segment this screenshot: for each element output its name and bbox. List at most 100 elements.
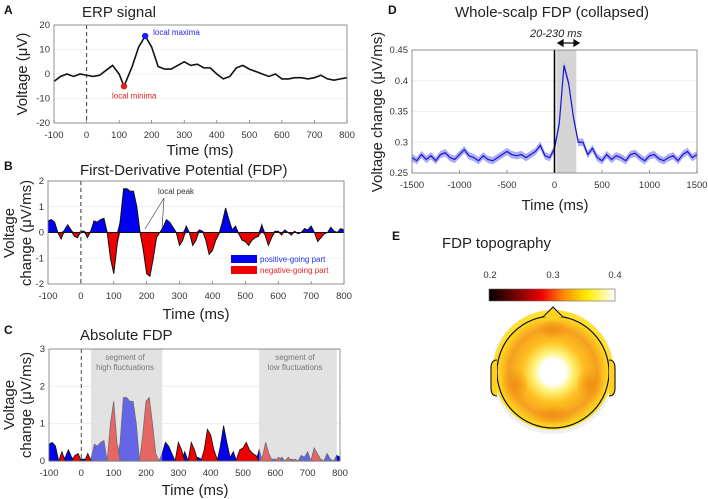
x-tick-label: 600 [267,468,283,479]
y-tick-label: 0 [40,456,45,467]
x-tick-label: 800 [336,291,352,302]
y-tick-label: -1 [36,253,44,264]
time-window-arrow [556,38,581,48]
plot-frame [411,49,698,174]
y-tick-label: 1 [40,419,45,430]
x-tick-label: 100 [111,130,127,141]
x-tick-label: 500 [241,130,257,141]
panel-b-title: First-Derivative Potential (FDP) [80,162,288,179]
x-tick-label: 400 [209,130,225,141]
y-tick-label: 2 [40,381,45,392]
panel-a-ylabel: Voltage (μV) [14,33,31,116]
legend-label-positive: positive-going part [260,255,326,264]
x-tick-label: 0 [84,130,89,141]
panel-b-xlabel: Time (ms) [163,306,230,323]
panel-label-c: C [4,323,13,337]
x-tick-label: 500 [594,180,610,191]
x-tick-label: 300 [172,291,188,302]
x-tick-label: 200 [139,291,155,302]
y-tick-label: -2 [36,279,44,290]
panel-d-xlabel: Time (ms) [522,197,589,214]
y-tick-label: -20 [36,118,50,129]
y-tick-label: -10 [36,94,50,105]
segment-low-line1: segment of [275,353,315,362]
y-tick-label: 0.25 [390,168,409,179]
panel-a-xlabel: Time (ms) [167,142,234,159]
y-tick-label: 0.4 [395,76,408,87]
x-tick-label: 1000 [639,180,660,191]
x-tick-label: 700 [303,291,319,302]
x-tick-label: 100 [106,468,122,479]
x-tick-label: -100 [44,130,63,141]
panel-b-legend: positive-going part negative-going part [231,255,329,275]
panel-label-b: B [4,159,13,173]
x-tick-label: 0 [78,291,83,302]
panel-d-title: Whole-scalp FDP (collapsed) [455,4,649,21]
local-minima-label: local minima [112,91,157,100]
y-tick-label: 0 [45,69,50,80]
x-tick-label: 500 [237,291,253,302]
x-tick-label: 200 [144,130,160,141]
panel-label-a: A [4,3,13,17]
x-tick-label: 300 [170,468,186,479]
erp-line [53,34,348,89]
panel-a-title: ERP signal [82,4,156,21]
plot-frame [48,348,341,462]
x-tick-label: 700 [307,130,323,141]
segment-high-line2: high fluctuations [96,363,154,372]
panel-d-plot: 0.25 0.3 0.35 0.4 0.45 -1500 -1000 -500 0 500 1000… [390,45,708,191]
x-tick-label: 400 [205,291,221,302]
panel-b-ylabel-2: change (μV/ms) [18,180,35,286]
panel-label-d: D [388,3,397,17]
panel-e-title: FDP topography [442,235,551,252]
legend-swatch-negative [231,266,257,274]
time-window-label: 20-230 ms [529,28,582,40]
x-tick-label: 0 [552,180,557,191]
x-tick-label: 500 [235,468,251,479]
y-tick-label: 0.35 [390,107,409,118]
local-peak-label: local peak [158,187,195,196]
y-tick-label: 2 [39,176,44,187]
segment-overlay [259,349,337,461]
x-tick-label: -1500 [400,180,424,191]
x-tick-label: -100 [38,291,57,302]
panel-c-xlabel: Time (ms) [162,482,229,499]
x-tick-label: 600 [270,291,286,302]
panel-b-plot: -2 -1 0 1 2 -100 0 100 200 300 400 500 600 700 800 [36,176,352,302]
panel-c-ylabel-2: change (μV/ms) [18,352,35,458]
x-tick-label: -500 [497,180,516,191]
colorbar-tick-0.4: 0.4 [608,270,621,281]
head-topography [490,306,616,434]
panel-label-e: E [392,229,400,243]
legend-swatch-positive [231,255,257,263]
legend-label-negative: negative-going part [260,266,329,275]
plot-frame [47,180,345,285]
y-tick-label: 20 [39,20,50,31]
x-tick-label: 700 [300,468,316,479]
y-tick-label: 3 [40,344,45,355]
y-tick-label: 10 [39,45,50,56]
positive-going-area [48,188,344,233]
panel-d-ylabel: Voltage change (μV/ms) [369,32,386,192]
segment-overlay [91,349,163,461]
y-tick-label: 0.45 [390,45,409,56]
panel-c-ylabel-1: Voltage [1,380,18,430]
panel-b-ylabel-1: Voltage [1,208,18,258]
fdp-line [47,188,345,278]
x-tick-label: 400 [203,468,219,479]
y-tick-label: 1 [39,202,44,213]
colorbar: 0.2 0.3 0.4 [483,270,622,302]
segment-shade [259,349,337,461]
x-tick-label: 800 [332,468,348,479]
plot-frame [53,24,348,124]
y-tick-label: 0.3 [395,137,408,148]
nose-icon [542,306,564,318]
time-window-shade [556,50,577,173]
x-tick-label: 600 [274,130,290,141]
segment-low-line2: low fluctuations [268,363,323,372]
right-ear-icon [608,359,616,397]
x-tick-label: 0 [79,468,84,479]
